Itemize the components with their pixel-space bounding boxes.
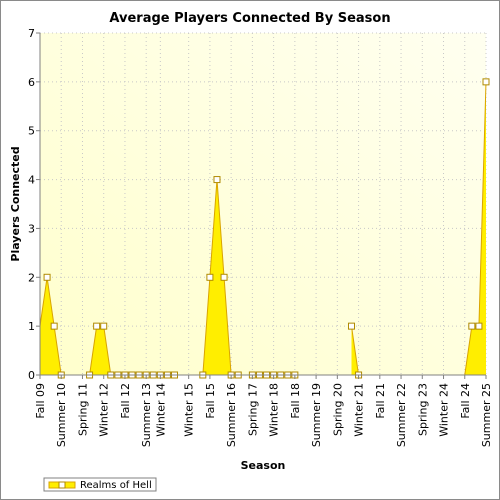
legend-marker bbox=[58, 481, 66, 489]
data-point bbox=[43, 273, 51, 281]
legend-label: Realms of Hell bbox=[80, 480, 152, 491]
x-tick-label: Winter 15 bbox=[183, 383, 196, 437]
data-point bbox=[50, 322, 58, 330]
legend: Realms of Hell bbox=[43, 477, 157, 492]
x-tick-label: Fall 12 bbox=[119, 383, 132, 419]
data-point bbox=[100, 322, 108, 330]
x-tick-label: Summer 19 bbox=[310, 383, 323, 447]
x-axis-label: Season bbox=[241, 459, 286, 472]
x-tick-label: Spring 11 bbox=[76, 383, 89, 436]
data-point bbox=[213, 176, 221, 184]
plot-area bbox=[40, 33, 486, 375]
y-tick-label: 2 bbox=[28, 271, 35, 284]
area-segment bbox=[40, 277, 62, 375]
series-line bbox=[39, 277, 62, 376]
data-point bbox=[468, 322, 476, 330]
y-tick-label: 5 bbox=[28, 125, 35, 138]
x-tick-label: Fall 21 bbox=[374, 383, 387, 419]
x-tick-label: Winter 18 bbox=[268, 383, 281, 437]
data-point bbox=[206, 273, 214, 281]
x-tick-label: Spring 20 bbox=[331, 383, 344, 436]
x-tick-label: Winter 21 bbox=[353, 383, 366, 437]
y-tick-label: 3 bbox=[28, 222, 35, 235]
x-tick-label: Summer 13 bbox=[140, 383, 153, 447]
y-axis-label: Players Connected bbox=[9, 146, 22, 261]
data-point bbox=[482, 78, 490, 86]
area-segment bbox=[89, 326, 175, 375]
data-point bbox=[475, 322, 483, 330]
x-tick-label: Summer 25 bbox=[480, 383, 493, 447]
series-line bbox=[350, 326, 360, 376]
y-tick-label: 0 bbox=[28, 369, 35, 382]
chart-title: Average Players Connected By Season bbox=[109, 11, 390, 26]
x-tick-label: Winter 14 bbox=[154, 383, 167, 437]
x-tick-label: Fall 24 bbox=[459, 383, 472, 419]
y-tick-label: 4 bbox=[28, 174, 35, 187]
y-tick-label: 6 bbox=[28, 76, 35, 89]
x-tick-label: Winter 24 bbox=[438, 383, 451, 437]
x-tick-label: Winter 12 bbox=[98, 383, 111, 437]
x-tick-label: Fall 18 bbox=[289, 383, 302, 419]
x-tick-label: Summer 16 bbox=[225, 383, 238, 447]
x-tick-label: Fall 09 bbox=[34, 383, 47, 419]
x-tick-label: Fall 15 bbox=[204, 383, 217, 419]
y-tick-label: 7 bbox=[28, 27, 35, 40]
series-line bbox=[464, 81, 487, 376]
area-segment bbox=[202, 179, 239, 375]
x-tick-label: Summer 22 bbox=[395, 383, 408, 447]
x-tick-label: Summer 10 bbox=[55, 383, 68, 447]
y-tick-label: 1 bbox=[28, 320, 35, 333]
x-axis-ticks: Fall 09 Summer 10 Spring 11 Winter 12 Fall 1… bbox=[34, 375, 493, 447]
x-tick-label: Spring 17 bbox=[246, 383, 259, 436]
data-point bbox=[347, 322, 355, 330]
data-point bbox=[93, 322, 101, 330]
data-point bbox=[220, 273, 228, 281]
y-axis-ticks: 0 1 2 3 4 5 6 7 bbox=[28, 27, 40, 382]
x-tick-label: Spring 23 bbox=[416, 383, 429, 436]
area-segment bbox=[464, 81, 486, 375]
